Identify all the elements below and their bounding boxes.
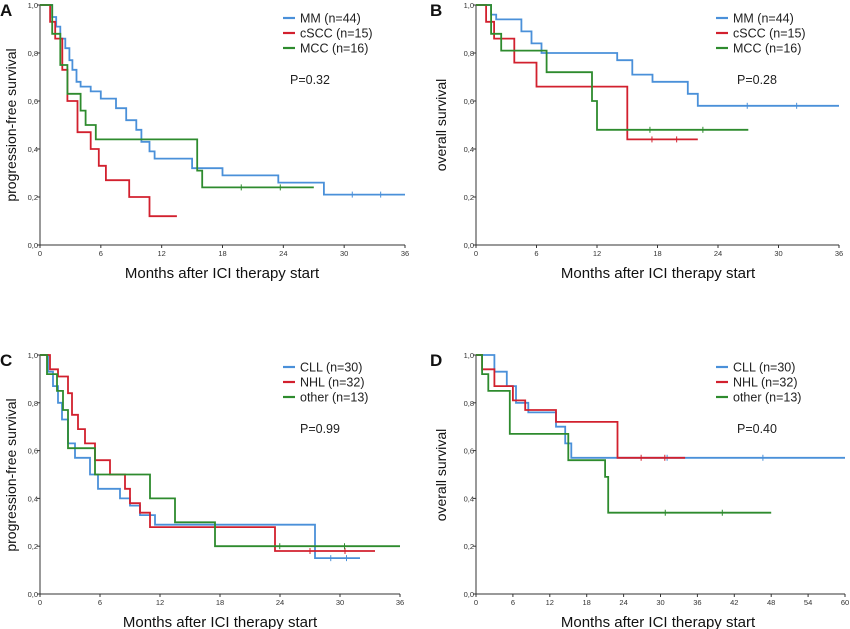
legend-entry: MCC (n=16): [300, 42, 368, 56]
x-tick-label: 6: [511, 598, 515, 607]
survival-curve-nhl: [476, 354, 686, 459]
x-tick-label: 12: [593, 249, 601, 258]
survival-curve-mcc: [40, 4, 314, 189]
y-tick-label: 1,0: [464, 1, 474, 10]
x-tick-label: 12: [546, 598, 554, 607]
legend-entry: MM (n=44): [733, 12, 794, 26]
legend-entry: CLL (n=30): [733, 361, 795, 375]
y-tick-label: 0,4: [28, 145, 38, 154]
x-tick-label: 60: [841, 598, 849, 607]
x-tick-label: 36: [396, 598, 404, 607]
y-tick-label: 0,4: [464, 494, 474, 503]
legend-entry: MM (n=44): [300, 12, 361, 26]
x-tick-label: 30: [656, 598, 664, 607]
survival-curve-mm: [476, 4, 839, 107]
panel-c: C 0 6 12 18 24 30 36 0,0 0,2 0,4 0,6 0,8 1,0 Months af…: [0, 351, 404, 629]
x-tick-label: 30: [340, 249, 348, 258]
y-tick-label: 0,6: [28, 447, 38, 456]
legend-entry: NHL (n=32): [300, 376, 365, 390]
survival-curve-mcc: [476, 4, 749, 131]
x-tick-label: 0: [474, 598, 478, 607]
x-tick-label: 12: [156, 598, 164, 607]
y-tick-label: 0,4: [464, 145, 474, 154]
legend-entry: cSCC (n=15): [733, 27, 806, 41]
y-tick-label: 0,6: [464, 447, 474, 456]
x-axis-label: Months after ICI therapy start: [123, 614, 318, 629]
survival-curve-cscc: [40, 4, 177, 218]
x-tick-label: 42: [730, 598, 738, 607]
y-tick-label: 1,0: [464, 351, 474, 360]
y-tick-label: 0,8: [464, 49, 474, 58]
x-tick-label: 24: [279, 249, 287, 258]
legend-entry: MCC (n=16): [733, 42, 801, 56]
y-tick-label: 0,2: [28, 193, 38, 202]
y-tick-label: 0,2: [464, 193, 474, 202]
panel-letter: B: [430, 1, 442, 20]
p-value: P=0.28: [737, 73, 777, 87]
x-tick-label: 30: [336, 598, 344, 607]
x-tick-label: 36: [693, 598, 701, 607]
y-tick-label: 0,8: [464, 399, 474, 408]
panel-letter: D: [430, 351, 442, 370]
x-tick-label: 36: [835, 249, 843, 258]
y-tick-label: 0,0: [464, 241, 474, 250]
x-tick-label: 6: [534, 249, 538, 258]
x-tick-label: 18: [653, 249, 661, 258]
y-tick-label: 0,8: [28, 49, 38, 58]
x-tick-label: 24: [619, 598, 627, 607]
panel-letter: A: [0, 1, 12, 20]
x-tick-label: 18: [218, 249, 226, 258]
y-tick-label: 0,2: [464, 542, 474, 551]
y-tick-label: 0,0: [28, 590, 38, 599]
x-axis-label: Months after ICI therapy start: [561, 265, 756, 282]
y-tick-label: 0,4: [28, 494, 38, 503]
survival-curve-cll: [40, 354, 360, 559]
y-axis-label: progression-free survival: [3, 398, 19, 551]
y-tick-label: 0,0: [28, 241, 38, 250]
p-value: P=0.40: [737, 422, 777, 436]
y-tick-label: 0,8: [28, 399, 38, 408]
y-axis-label: progression-free survival: [3, 48, 19, 201]
x-tick-label: 18: [216, 598, 224, 607]
y-tick-label: 1,0: [28, 351, 38, 360]
y-tick-label: 0,6: [28, 97, 38, 106]
panel-b: B 0 6 12 18 24 30 36 0,0 0,2 0,4 0,6 0,8 1,0 Months af…: [430, 1, 843, 282]
x-axis-label: Months after ICI therapy start: [561, 614, 756, 629]
survival-curve-other: [40, 354, 400, 548]
y-tick-label: 0,6: [464, 97, 474, 106]
x-tick-label: 30: [774, 249, 782, 258]
y-axis-label: overall survival: [433, 79, 449, 172]
p-value: P=0.99: [300, 422, 340, 436]
x-tick-label: 6: [98, 598, 102, 607]
survival-curve-other: [476, 354, 772, 514]
legend-entry: cSCC (n=15): [300, 27, 373, 41]
y-tick-label: 0,2: [28, 542, 38, 551]
x-tick-label: 0: [38, 249, 42, 258]
panel-a: A 0 6 12 18 24 30 36 0,0 0,2 0,4 0,6 0,8 1,0 Months af…: [0, 1, 409, 282]
legend-entry: CLL (n=30): [300, 361, 362, 375]
x-tick-label: 18: [583, 598, 591, 607]
x-tick-label: 48: [767, 598, 775, 607]
x-tick-label: 24: [276, 598, 284, 607]
panel-letter: C: [0, 351, 12, 370]
x-tick-label: 36: [401, 249, 409, 258]
panel-d: D 0 6 12 18 24 30 36 42 48 54 60 0,0 0,2 0,4 0,6 0,8 1,0 M…: [430, 351, 849, 629]
x-tick-label: 12: [157, 249, 165, 258]
x-tick-label: 54: [804, 598, 812, 607]
x-tick-label: 0: [474, 249, 478, 258]
x-tick-label: 24: [714, 249, 722, 258]
legend-entry: other (n=13): [733, 391, 801, 405]
legend-entry: NHL (n=32): [733, 376, 798, 390]
x-axis-label: Months after ICI therapy start: [125, 265, 320, 282]
legend-entry: other (n=13): [300, 391, 368, 405]
x-tick-label: 6: [99, 249, 103, 258]
x-tick-label: 0: [38, 598, 42, 607]
y-tick-label: 1,0: [28, 1, 38, 10]
y-tick-label: 0,0: [464, 590, 474, 599]
p-value: P=0.32: [290, 73, 330, 87]
y-axis-label: overall survival: [433, 429, 449, 522]
